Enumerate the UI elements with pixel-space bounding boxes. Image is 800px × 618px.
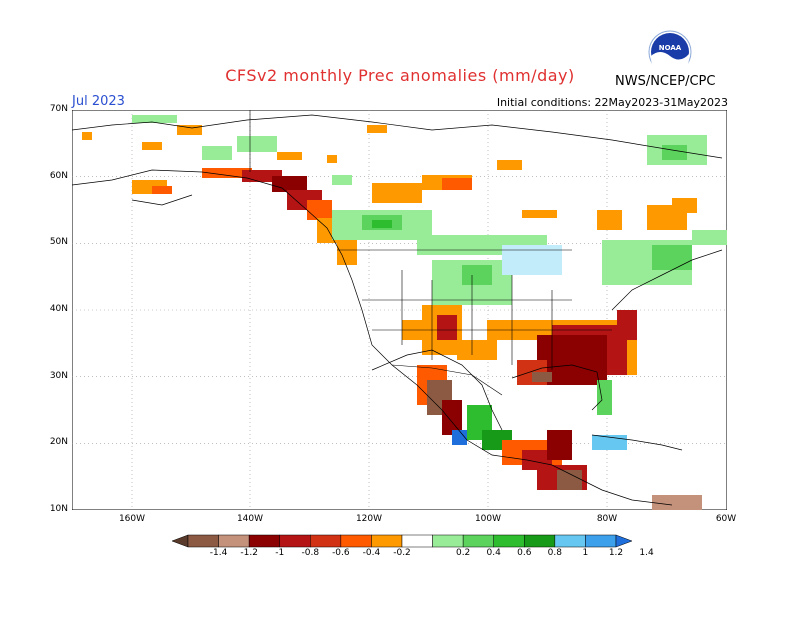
svg-text:NOAA: NOAA <box>659 44 682 52</box>
lon-label: 60W <box>715 514 737 524</box>
anomaly-patches <box>82 115 727 510</box>
colorbar <box>172 534 632 548</box>
colorbar-cell <box>371 534 403 548</box>
colorbar-cell <box>401 534 433 548</box>
colorbar-cell <box>585 534 617 548</box>
lon-label: 120W <box>355 514 383 524</box>
colorbar-label: 0.6 <box>517 548 532 558</box>
coastlines <box>72 114 723 506</box>
lat-label: 20N <box>49 437 68 447</box>
anomaly-map <box>72 110 727 510</box>
colorbar-label: 0.8 <box>547 548 562 558</box>
colorbar-cell <box>554 534 586 548</box>
colorbar-cell <box>432 534 464 548</box>
colorbar-cell <box>279 534 311 548</box>
colorbar-label: 1 <box>582 548 589 558</box>
colorbar-label: 1.2 <box>608 548 624 558</box>
lat-label: 10N <box>49 504 68 514</box>
forecast-month: Jul 2023 <box>72 94 125 109</box>
colorbar-cell <box>248 534 280 548</box>
noaa-logo-icon: NOAA <box>648 30 692 74</box>
lat-label: 50N <box>49 237 68 247</box>
colorbar-label: -0.2 <box>393 548 411 558</box>
colorbar-label: -1.4 <box>209 548 228 558</box>
colorbar-label: -0.4 <box>362 548 381 558</box>
colorbar-cell <box>462 534 494 548</box>
lat-label: 60N <box>49 171 68 181</box>
initial-conditions: Initial conditions: 22May2023-31May2023 <box>496 96 728 109</box>
lon-label: 140W <box>236 514 264 524</box>
colorbar-cell <box>524 534 556 548</box>
lon-label: 80W <box>596 514 618 524</box>
agency-label: NWS/NCEP/CPC <box>615 74 716 89</box>
colorbar-cell <box>340 534 372 548</box>
grid-lines <box>72 110 727 510</box>
borders <box>249 110 612 396</box>
colorbar-label: 0.2 <box>455 548 471 558</box>
lat-label: 30N <box>49 371 68 381</box>
colorbar-label: -0.8 <box>301 548 320 558</box>
colorbar-cell <box>187 534 219 548</box>
chart-title: CFSv2 monthly Prec anomalies (mm/day) <box>225 66 575 85</box>
colorbar-label: -1 <box>275 548 285 558</box>
colorbar-label: -1.2 <box>240 548 258 558</box>
colorbar-cell <box>310 534 342 548</box>
lat-label: 40N <box>49 304 68 314</box>
lon-label: 160W <box>118 514 146 524</box>
colorbar-cell <box>493 534 525 548</box>
colorbar-cell <box>218 534 250 548</box>
lon-label: 100W <box>474 514 502 524</box>
colorbar-label: 0.4 <box>486 548 501 558</box>
colorbar-label: -0.6 <box>332 548 350 558</box>
lat-label: 70N <box>49 104 68 114</box>
colorbar-label: 1.4 <box>639 548 654 558</box>
